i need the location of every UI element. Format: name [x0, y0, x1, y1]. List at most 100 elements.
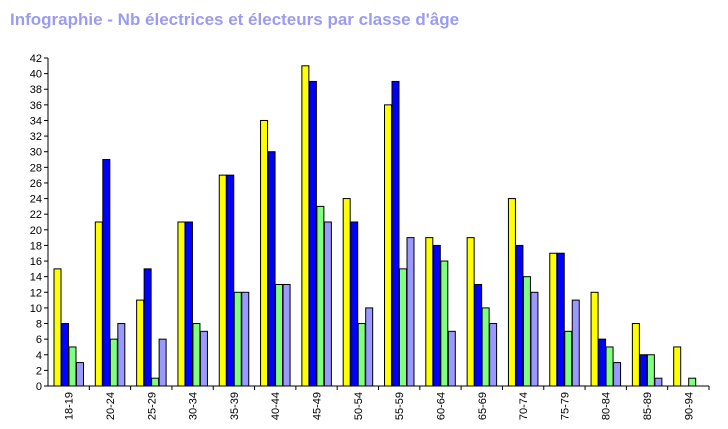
y-tick-label: 24	[30, 194, 42, 206]
bar-25-29-s1	[136, 299, 145, 387]
x-tick-label: 35-39	[229, 392, 241, 420]
bar-70-74-s2	[515, 244, 524, 387]
x-tick-label: 75-79	[559, 392, 571, 420]
bar-45-49-s4	[323, 221, 332, 387]
bar-90-94-s3	[688, 377, 697, 387]
y-tick-label: 20	[30, 225, 42, 237]
bars	[53, 65, 697, 387]
bar-60-64-s3	[440, 260, 449, 387]
bar-80-84-s1	[590, 291, 599, 387]
bar-55-59-s3	[399, 268, 407, 387]
bar-70-74-s4	[530, 291, 539, 387]
bar-60-64-s1	[425, 237, 434, 387]
bar-75-79-s4	[571, 299, 580, 387]
bar-50-54-s4	[365, 307, 374, 387]
bar-65-69-s2	[474, 283, 483, 387]
bar-45-49-s2	[308, 80, 317, 387]
y-tick-label: 34	[30, 115, 42, 127]
bar-40-44-s1	[260, 119, 269, 387]
y-tick-label: 40	[30, 69, 42, 81]
bar-80-84-s4	[613, 362, 622, 387]
x-tick-label: 85-89	[642, 392, 654, 420]
bar-65-69-s3	[481, 307, 490, 387]
bar-45-49-s1	[301, 65, 310, 387]
bar-30-34-s4	[199, 330, 208, 387]
bar-30-34-s1	[177, 221, 186, 387]
bar-85-89-s2	[639, 354, 648, 387]
bar-30-34-s3	[192, 323, 201, 387]
y-tick-label: 22	[30, 209, 42, 221]
bar-40-44-s4	[282, 283, 291, 387]
bar-18-19-s2	[61, 323, 69, 387]
bar-85-89-s4	[654, 377, 663, 387]
y-tick-label: 36	[30, 100, 42, 112]
y-tick-label: 2	[36, 365, 42, 377]
bar-35-39-s1	[218, 174, 227, 387]
y-tick-label: 12	[30, 287, 42, 299]
x-tick-label: 45-49	[312, 392, 324, 420]
y-tick-label: 14	[30, 272, 42, 284]
x-tick-label: 18-19	[64, 392, 76, 420]
bar-35-39-s3	[233, 291, 242, 387]
bar-70-74-s1	[507, 198, 516, 387]
bar-75-79-s3	[564, 330, 573, 387]
y-tick-label: 6	[36, 334, 42, 346]
bar-18-19-s1	[53, 268, 62, 387]
bar-20-24-s4	[117, 323, 126, 387]
bar-90-94-s1	[673, 346, 682, 387]
bar-60-64-s4	[447, 330, 456, 387]
x-tick-label: 70-74	[518, 392, 530, 420]
y-tick-label: 8	[36, 319, 42, 331]
bar-25-29-s3	[151, 377, 160, 387]
bar-35-39-s2	[226, 174, 235, 387]
bar-50-54-s2	[350, 221, 359, 387]
x-tick-label: 65-69	[477, 392, 489, 420]
bar-75-79-s1	[549, 252, 558, 387]
bar-20-24-s3	[109, 338, 118, 387]
bar-70-74-s3	[522, 276, 531, 387]
bar-20-24-s2	[102, 159, 111, 387]
y-tick-label: 16	[30, 256, 42, 268]
bar-55-59-s4	[406, 237, 415, 387]
chart-title: Infographie - Nb électrices et électeurs…	[10, 10, 460, 29]
x-tick-label: 40-44	[270, 392, 282, 420]
x-tick-label: 60-64	[435, 392, 447, 420]
bar-50-54-s3	[357, 323, 366, 387]
bar-85-89-s3	[646, 354, 655, 387]
x-tick-label: 50-54	[353, 392, 365, 420]
bar-55-59-s2	[391, 80, 400, 387]
y-tick-label: 42	[30, 53, 42, 65]
bar-30-34-s2	[184, 221, 193, 387]
y-tick-label: 38	[30, 84, 42, 96]
bar-55-59-s1	[384, 104, 392, 387]
bar-40-44-s2	[267, 151, 276, 387]
bar-85-89-s1	[631, 323, 640, 387]
bar-80-84-s3	[605, 346, 614, 387]
y-tick-label: 10	[30, 303, 42, 315]
bar-25-29-s2	[143, 268, 152, 387]
bar-25-29-s4	[158, 338, 167, 387]
bar-75-79-s2	[556, 252, 565, 387]
bar-60-64-s2	[432, 244, 441, 387]
x-tick-label: 25-29	[146, 392, 158, 420]
x-tick-label: 80-84	[601, 392, 613, 420]
bar-35-39-s4	[241, 291, 250, 387]
y-tick-label: 30	[30, 147, 42, 159]
bar-45-49-s3	[316, 205, 325, 387]
x-tick-label: 20-24	[105, 392, 117, 420]
x-tick-label: 90-94	[683, 392, 695, 420]
y-tick-label: 4	[36, 350, 42, 362]
x-tick-label: 30-34	[188, 392, 200, 420]
bar-40-44-s3	[275, 283, 284, 387]
bar-50-54-s1	[342, 198, 351, 387]
y-tick-label: 18	[30, 240, 42, 252]
x-axis: 18-19 20-24 25-29 30-34 35-39 40-44 45-49 50-54…	[48, 385, 710, 420]
y-tick-label: 0	[36, 381, 42, 393]
bar-18-19-s4	[76, 362, 84, 387]
bar-80-84-s2	[598, 338, 607, 387]
y-tick-label: 28	[30, 162, 42, 174]
bar-18-19-s3	[68, 346, 77, 387]
x-tick-label: 55-59	[394, 392, 406, 420]
